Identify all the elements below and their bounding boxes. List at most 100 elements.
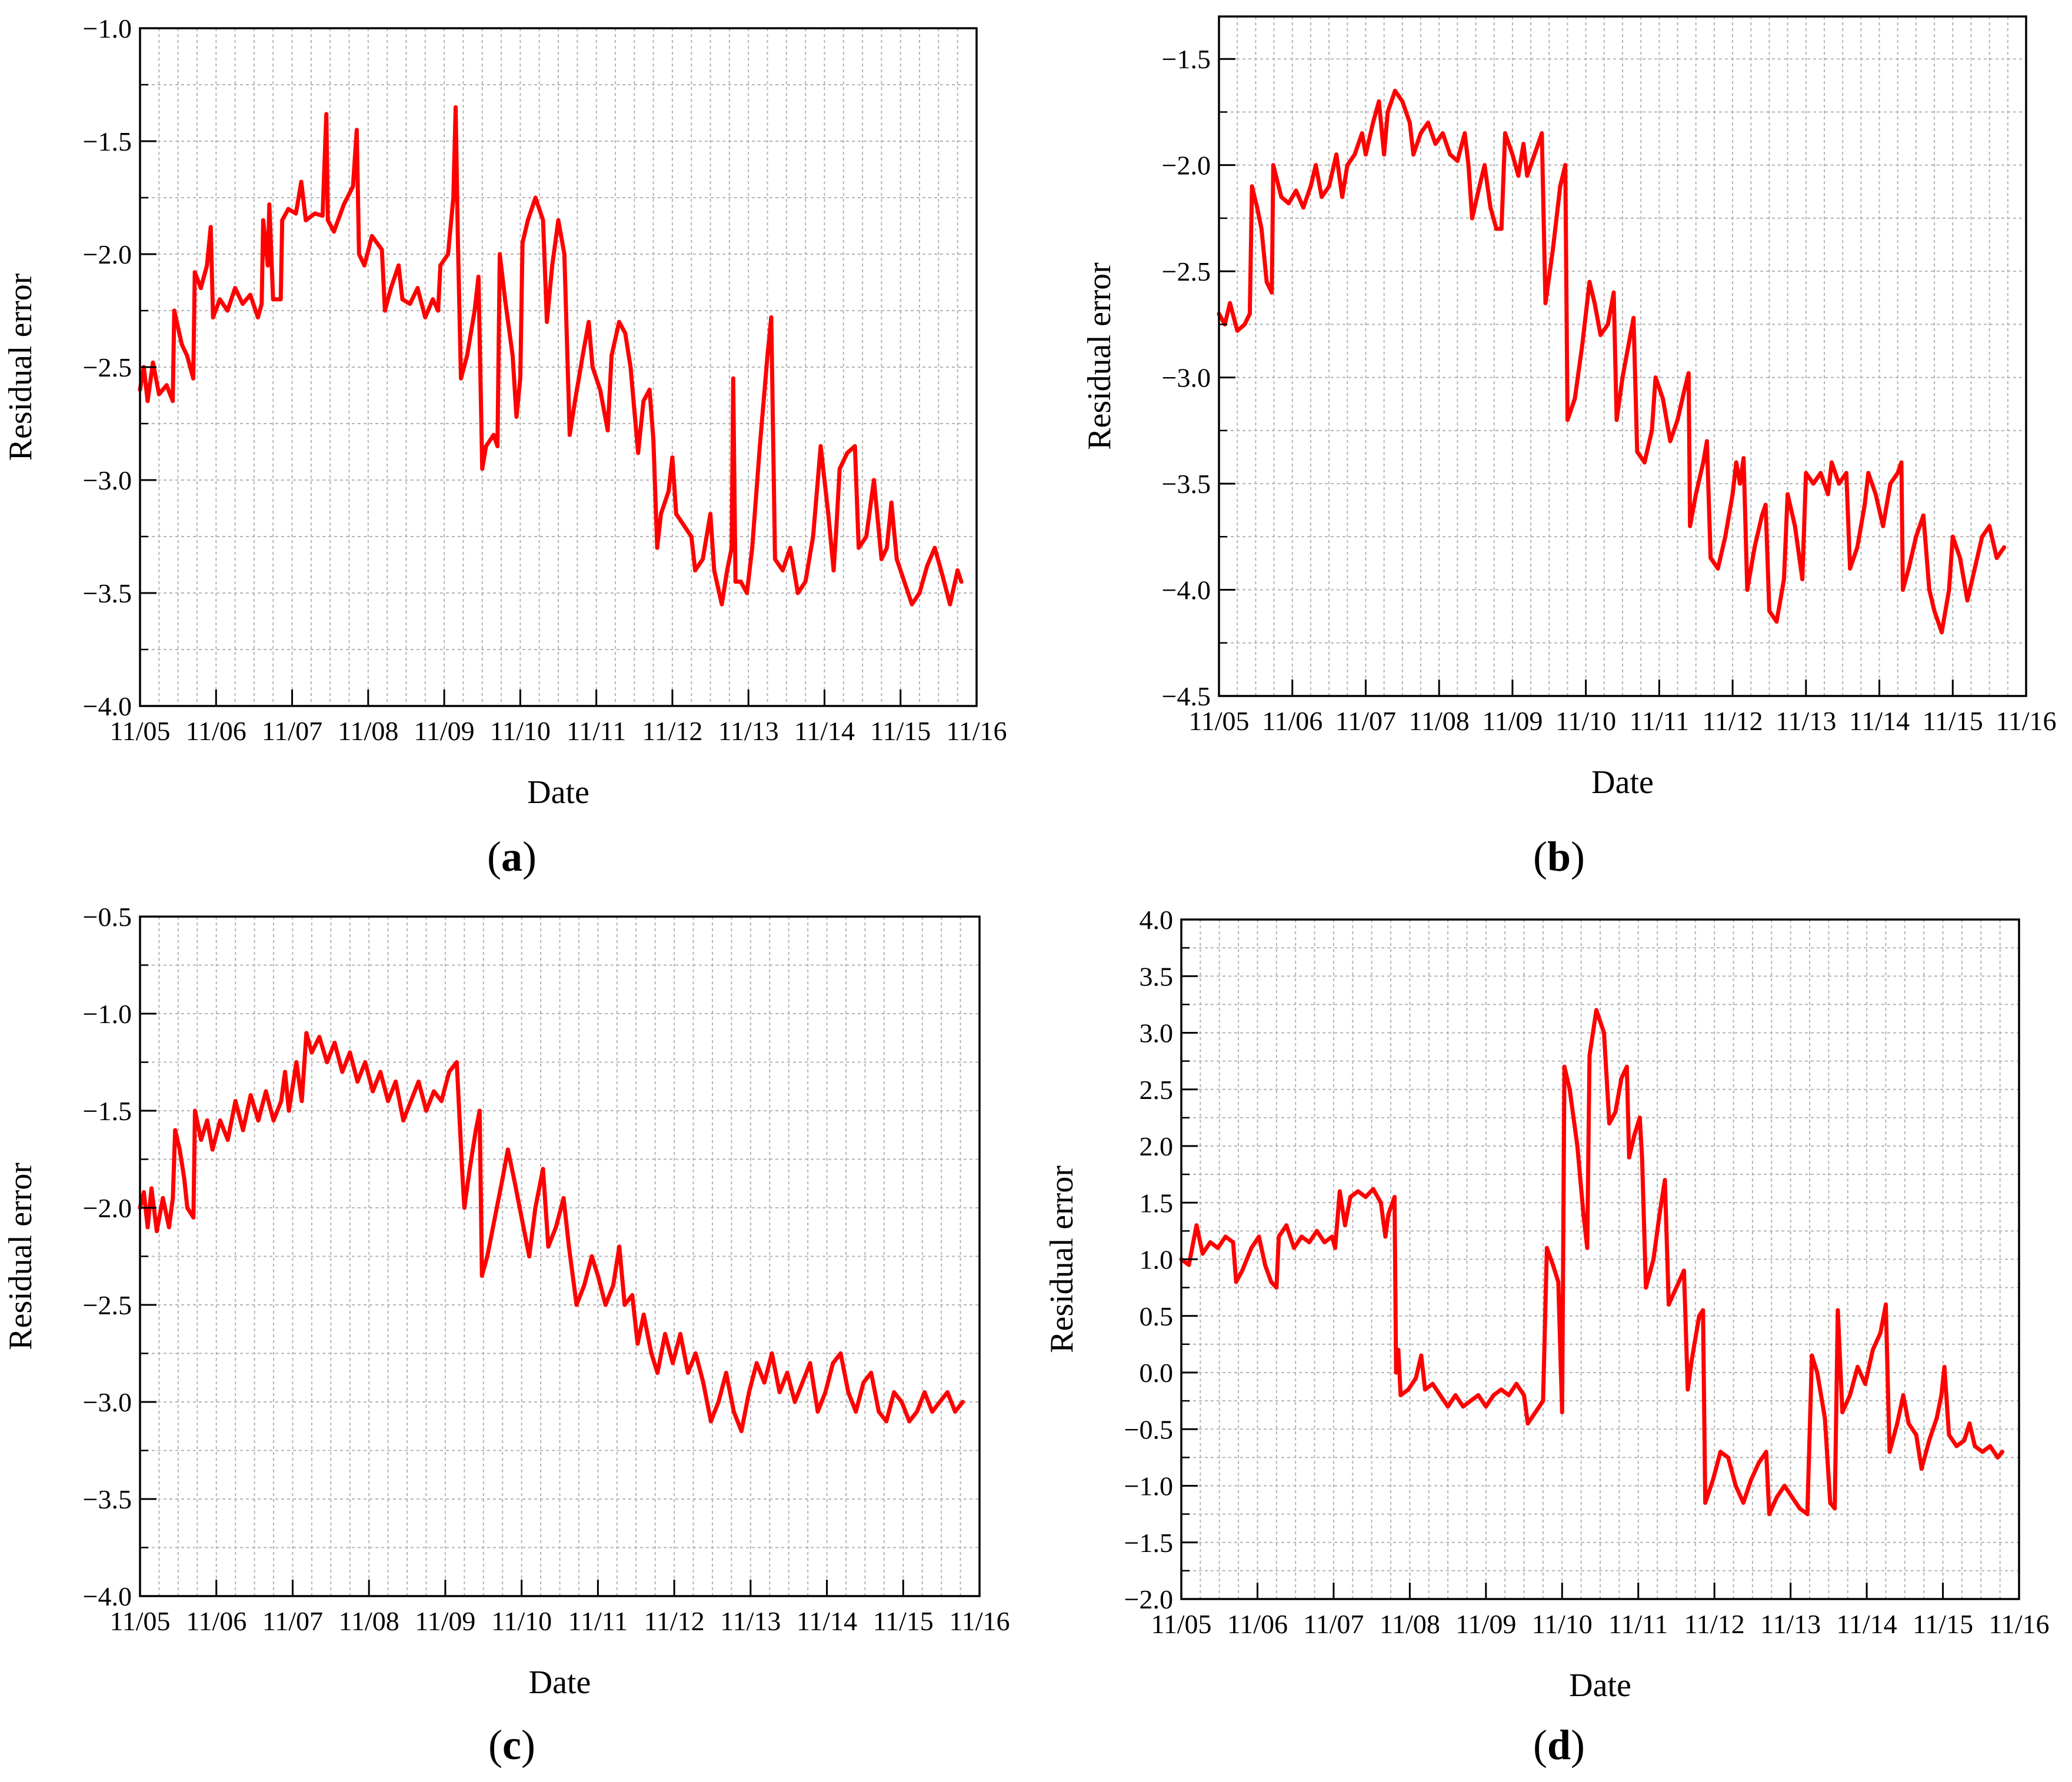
data-point bbox=[1536, 142, 1541, 146]
x-tick-label: 11/12 bbox=[642, 716, 702, 746]
data-point bbox=[1614, 418, 1619, 422]
y-tick-label: 1.0 bbox=[1140, 1245, 1174, 1275]
data-point bbox=[1901, 1393, 1906, 1397]
data-point bbox=[467, 1167, 472, 1171]
data-point bbox=[351, 184, 355, 189]
data-point bbox=[474, 1128, 478, 1133]
data-point bbox=[823, 1390, 828, 1394]
data-point bbox=[1927, 1438, 1931, 1443]
x-tick-label: 11/11 bbox=[1608, 1609, 1668, 1639]
y-tick-label: 4.0 bbox=[1140, 905, 1174, 935]
chart-panel-c: 11/05 11/06 11/07 11/08 11/09 11/10 11/11 11/12… bbox=[2, 902, 1010, 1768]
data-point bbox=[1767, 609, 1771, 614]
data-point bbox=[900, 1400, 904, 1404]
data-point bbox=[1516, 174, 1521, 178]
data-point bbox=[484, 444, 488, 448]
data-point bbox=[1704, 439, 1709, 444]
data-point bbox=[803, 579, 808, 584]
data-point bbox=[465, 354, 469, 358]
data-point bbox=[1392, 1195, 1397, 1200]
data-point bbox=[750, 545, 755, 550]
data-point bbox=[1653, 375, 1658, 380]
data-point bbox=[438, 263, 443, 268]
x-tick-label: 11/06 bbox=[186, 1606, 246, 1636]
data-point bbox=[846, 1390, 851, 1394]
data-point bbox=[595, 1274, 600, 1278]
data-point bbox=[1541, 1398, 1545, 1403]
data-point bbox=[1973, 566, 1977, 571]
data-point bbox=[459, 1167, 464, 1171]
data-point bbox=[1896, 471, 1900, 475]
data-point bbox=[171, 1196, 175, 1200]
data-point bbox=[1377, 99, 1381, 104]
data-point bbox=[1683, 386, 1687, 391]
data-point bbox=[1640, 1155, 1644, 1160]
x-tick-label: 11/11 bbox=[568, 1606, 628, 1636]
data-point bbox=[1371, 1187, 1375, 1191]
data-point bbox=[1878, 1331, 1883, 1335]
x-tick-label: 11/06 bbox=[186, 716, 246, 746]
data-point bbox=[1748, 1478, 1753, 1483]
x-tick-label: 11/14 bbox=[797, 1606, 857, 1636]
data-point bbox=[389, 286, 394, 291]
data-point bbox=[910, 602, 914, 607]
data-point bbox=[1194, 1223, 1199, 1228]
data-point bbox=[1301, 205, 1305, 210]
data-point bbox=[192, 1108, 197, 1113]
data-point bbox=[171, 399, 175, 404]
data-point bbox=[1844, 471, 1848, 475]
x-tick-label: 11/11 bbox=[1630, 706, 1689, 736]
data-point bbox=[1363, 152, 1368, 157]
data-point bbox=[1240, 1268, 1245, 1273]
data-point bbox=[1360, 131, 1364, 136]
x-axis-title: Date bbox=[529, 1664, 591, 1701]
data-point bbox=[1738, 481, 1743, 486]
data-point bbox=[1371, 120, 1375, 125]
data-point bbox=[864, 534, 869, 539]
x-tick-label: 11/16 bbox=[1996, 706, 2056, 736]
data-point bbox=[708, 1419, 713, 1424]
data-point bbox=[1855, 545, 1860, 549]
data-point bbox=[811, 534, 815, 539]
data-point bbox=[286, 206, 291, 211]
x-tick-label: 11/10 bbox=[1532, 1609, 1593, 1639]
data-point bbox=[497, 252, 502, 257]
panel-label-paren-close: ) bbox=[1571, 833, 1585, 880]
panel-label-letter: d bbox=[1547, 1721, 1571, 1768]
data-point bbox=[1718, 1450, 1723, 1454]
data-point bbox=[491, 432, 496, 437]
data-point bbox=[1499, 1387, 1504, 1392]
data-point bbox=[1483, 163, 1487, 168]
data-point bbox=[1270, 290, 1274, 295]
data-point bbox=[655, 545, 659, 550]
data-point bbox=[649, 1351, 654, 1355]
data-point bbox=[205, 1118, 209, 1123]
data-point bbox=[179, 342, 184, 347]
data-point bbox=[145, 1225, 150, 1230]
data-point bbox=[156, 392, 161, 397]
data-point bbox=[554, 1225, 558, 1230]
data-point bbox=[512, 1177, 517, 1181]
data-point bbox=[472, 308, 477, 313]
data-point bbox=[166, 1225, 171, 1230]
data-point bbox=[1560, 1410, 1564, 1414]
data-point bbox=[1355, 1189, 1360, 1194]
data-point bbox=[211, 315, 215, 320]
data-point bbox=[1411, 152, 1416, 157]
data-point bbox=[834, 534, 838, 539]
data-point bbox=[173, 1128, 178, 1133]
data-point bbox=[831, 1361, 835, 1365]
data-point bbox=[241, 1128, 245, 1133]
data-point bbox=[1565, 418, 1570, 422]
data-point bbox=[1932, 609, 1937, 614]
data-point bbox=[826, 512, 831, 517]
data-point bbox=[546, 1244, 551, 1249]
data-point bbox=[325, 218, 330, 222]
series-points bbox=[138, 105, 964, 607]
y-tick-label: 2.0 bbox=[1140, 1131, 1174, 1161]
data-point bbox=[960, 1400, 965, 1404]
data-point bbox=[451, 195, 456, 200]
data-point bbox=[1385, 109, 1390, 114]
data-point bbox=[1856, 1364, 1860, 1369]
data-point bbox=[312, 211, 317, 216]
